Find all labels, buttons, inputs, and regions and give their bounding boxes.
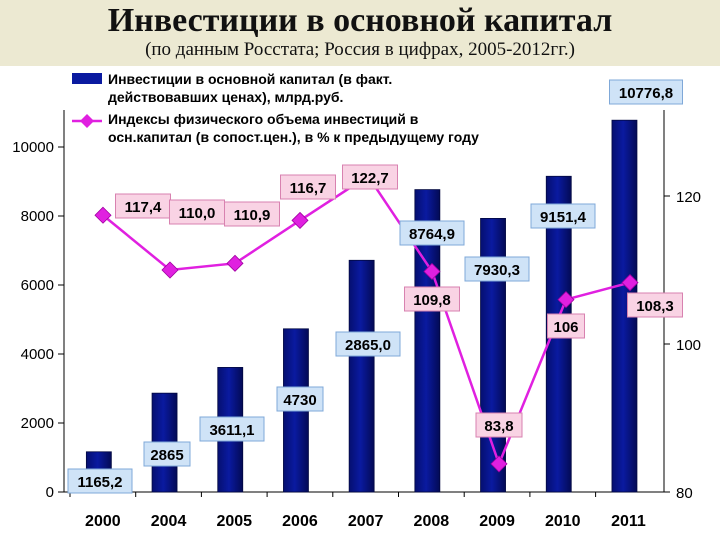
bar-value-label-bg	[199, 416, 265, 442]
line-value-label-bg	[115, 193, 171, 219]
left-tick-label: 10000	[12, 139, 54, 156]
legend-line-label: осн.капитал (в сопост.цен.), в % к преды…	[108, 129, 479, 145]
legend-bar-swatch	[72, 73, 102, 84]
line-marker	[423, 262, 441, 281]
bar-value-label: 4730	[283, 392, 316, 409]
line-marker	[557, 291, 575, 309]
bar-value-label-bg	[143, 441, 191, 467]
line-value-label: 122,7	[351, 170, 389, 187]
page-subtitle: (по данным Росстата; Россия в цифрах, 20…	[145, 39, 575, 60]
legend-bar-label: Инвестиции в основной капитал (в факт.	[108, 71, 392, 87]
line-value-label: 110,9	[234, 207, 271, 224]
bar-value-label: 10776,8	[619, 85, 673, 102]
line-marker	[161, 261, 179, 279]
line-value-label: 109,8	[413, 292, 451, 309]
bar-value-label-bg	[67, 468, 133, 494]
line-value-label-bg	[280, 174, 336, 200]
line-marker	[490, 455, 508, 473]
bar-value-label-bg	[464, 256, 530, 282]
legend: Инвестиции в основной капитал (в факт. де…	[72, 71, 479, 145]
category-label: 2010	[545, 513, 581, 530]
category-label: 2005	[216, 513, 252, 530]
category-label: 2004	[151, 513, 187, 530]
line-value-label-bg	[475, 412, 523, 438]
category-label: 2007	[348, 513, 384, 530]
line-value-label-bg	[224, 201, 280, 227]
bar-value-label: 2865	[150, 447, 183, 464]
bar	[348, 259, 375, 493]
left-tick-label: 2000	[21, 415, 54, 432]
bar-value-label: 7930,3	[474, 262, 520, 279]
category-label: 2009	[479, 513, 515, 530]
bar-value-label-bg	[335, 331, 401, 357]
legend-line-marker	[80, 114, 94, 128]
bar-value-label-bg	[276, 386, 324, 412]
page-title: Инвестиции в основной капитал	[107, 2, 613, 39]
left-tick-label: 8000	[21, 208, 54, 225]
line-marker	[226, 254, 244, 272]
line-value-label-bg	[627, 292, 683, 318]
category-label: 2008	[414, 513, 450, 530]
left-tick-label: 0	[46, 484, 54, 501]
bar-value-label: 2865,0	[345, 337, 391, 354]
legend-line-label: Индексы физического объема инвестиций в	[108, 111, 419, 127]
legend-bar-label: действовавших ценах), млрд.руб.	[108, 89, 343, 105]
bar-value-label-bg	[399, 220, 465, 246]
line-value-label: 106	[553, 319, 578, 336]
line-value-label: 116,7	[290, 180, 327, 197]
line-marker	[291, 211, 309, 229]
bar-value-label-bg	[530, 203, 596, 229]
right-tick-label: 80	[676, 485, 693, 502]
right-tick-label: 100	[676, 337, 701, 354]
line-value-label-bg	[342, 164, 398, 190]
bar-value-label: 8764,9	[409, 226, 455, 243]
bar-value-label: 9151,4	[540, 209, 587, 226]
line-value-label: 108,3	[636, 298, 674, 315]
bar-value-label-bg	[609, 79, 683, 105]
line-value-label-bg	[169, 199, 225, 225]
data-labels: 1165,2 2865 3611,1 4730 2865,0 8764,9 7930,3 91…	[67, 79, 683, 494]
line-value-label: 83,8	[484, 418, 513, 435]
category-label: 2006	[282, 513, 318, 530]
line-value-label: 117,4	[125, 199, 162, 216]
left-tick-label: 4000	[21, 346, 54, 363]
line-value-label: 110,0	[179, 205, 216, 222]
bar-value-label: 3611,1	[209, 422, 254, 439]
bar-value-label: 1165,2	[77, 474, 122, 491]
category-label: 2011	[611, 513, 646, 530]
category-label: 2000	[85, 513, 121, 530]
right-tick-label: 120	[676, 189, 701, 206]
line-value-label-bg	[547, 313, 585, 339]
line-marker	[621, 274, 639, 292]
header-band: Инвестиции в основной капитал (по данным…	[0, 0, 720, 66]
line-marker	[94, 206, 112, 224]
left-tick-label: 6000	[21, 277, 54, 294]
line-value-label-bg	[404, 286, 460, 312]
